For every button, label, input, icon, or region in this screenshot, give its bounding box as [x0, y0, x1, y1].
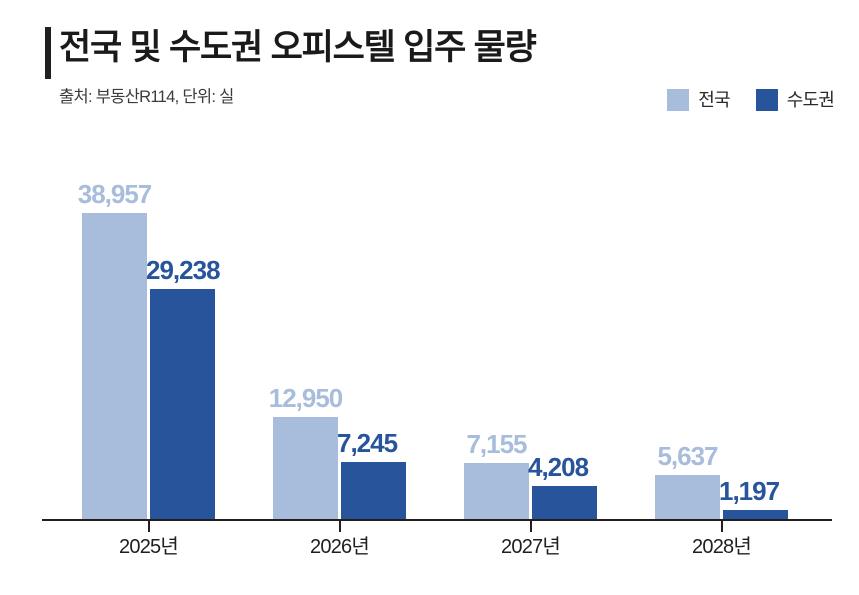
x-axis-label-2027년: 2027년: [501, 536, 561, 558]
legend-swatch-metro-icon: [755, 89, 778, 111]
x-axis-label-2026년: 2026년: [310, 536, 370, 558]
bar-수도권-2025년: [150, 289, 215, 519]
legend-swatch-national-icon: [667, 89, 690, 111]
bar-value-전국-2026년: 12,950: [268, 383, 344, 414]
bar-value-수도권-2026년: 7,245: [337, 428, 398, 459]
x-axis-tick-2025년: [148, 521, 150, 532]
bar-전국-2026년: [273, 417, 338, 519]
bar-전국-2025년: [82, 213, 147, 519]
bar-수도권-2026년: [341, 462, 406, 519]
bar-value-전국-2028년: 5,637: [657, 440, 718, 471]
bar-수도권-2028년: [723, 509, 788, 519]
chart-header: 전국 및 수도권 오피스텔 입주 물량 출처: 부동산R114, 단위: 실 전…: [0, 0, 859, 135]
page-title: 전국 및 수도권 오피스텔 입주 물량: [59, 28, 537, 67]
legend-label-national: 전국: [698, 90, 730, 110]
bar-value-수도권-2028년: 1,197: [719, 475, 780, 506]
x-axis-tick-2027년: [530, 521, 532, 532]
legend-label-metro: 수도권: [786, 90, 835, 110]
bar-전국-2027년: [464, 462, 529, 519]
legend-item-metro: 수도권: [755, 89, 835, 111]
bar-수도권-2027년: [532, 485, 597, 519]
title-accent-bar: [45, 27, 51, 79]
bar-value-전국-2027년: 7,155: [466, 428, 527, 459]
x-axis-line: [42, 519, 832, 521]
chart-source-note: 출처: 부동산R114, 단위: 실: [59, 88, 234, 106]
bar-전국-2028년: [655, 474, 720, 519]
x-axis-label-2025년: 2025년: [119, 536, 179, 558]
bar-value-전국-2025년: 38,957: [77, 179, 153, 209]
bar-value-수도권-2025년: 29,238: [146, 255, 221, 286]
legend-item-national: 전국: [667, 89, 731, 111]
chart-legend: 전국 수도권: [667, 89, 835, 111]
x-axis-label-2028년: 2028년: [692, 536, 752, 558]
x-axis-tick-2028년: [721, 521, 723, 532]
x-axis-tick-2026년: [339, 521, 341, 532]
bar-value-수도권-2027년: 4,208: [528, 451, 589, 482]
